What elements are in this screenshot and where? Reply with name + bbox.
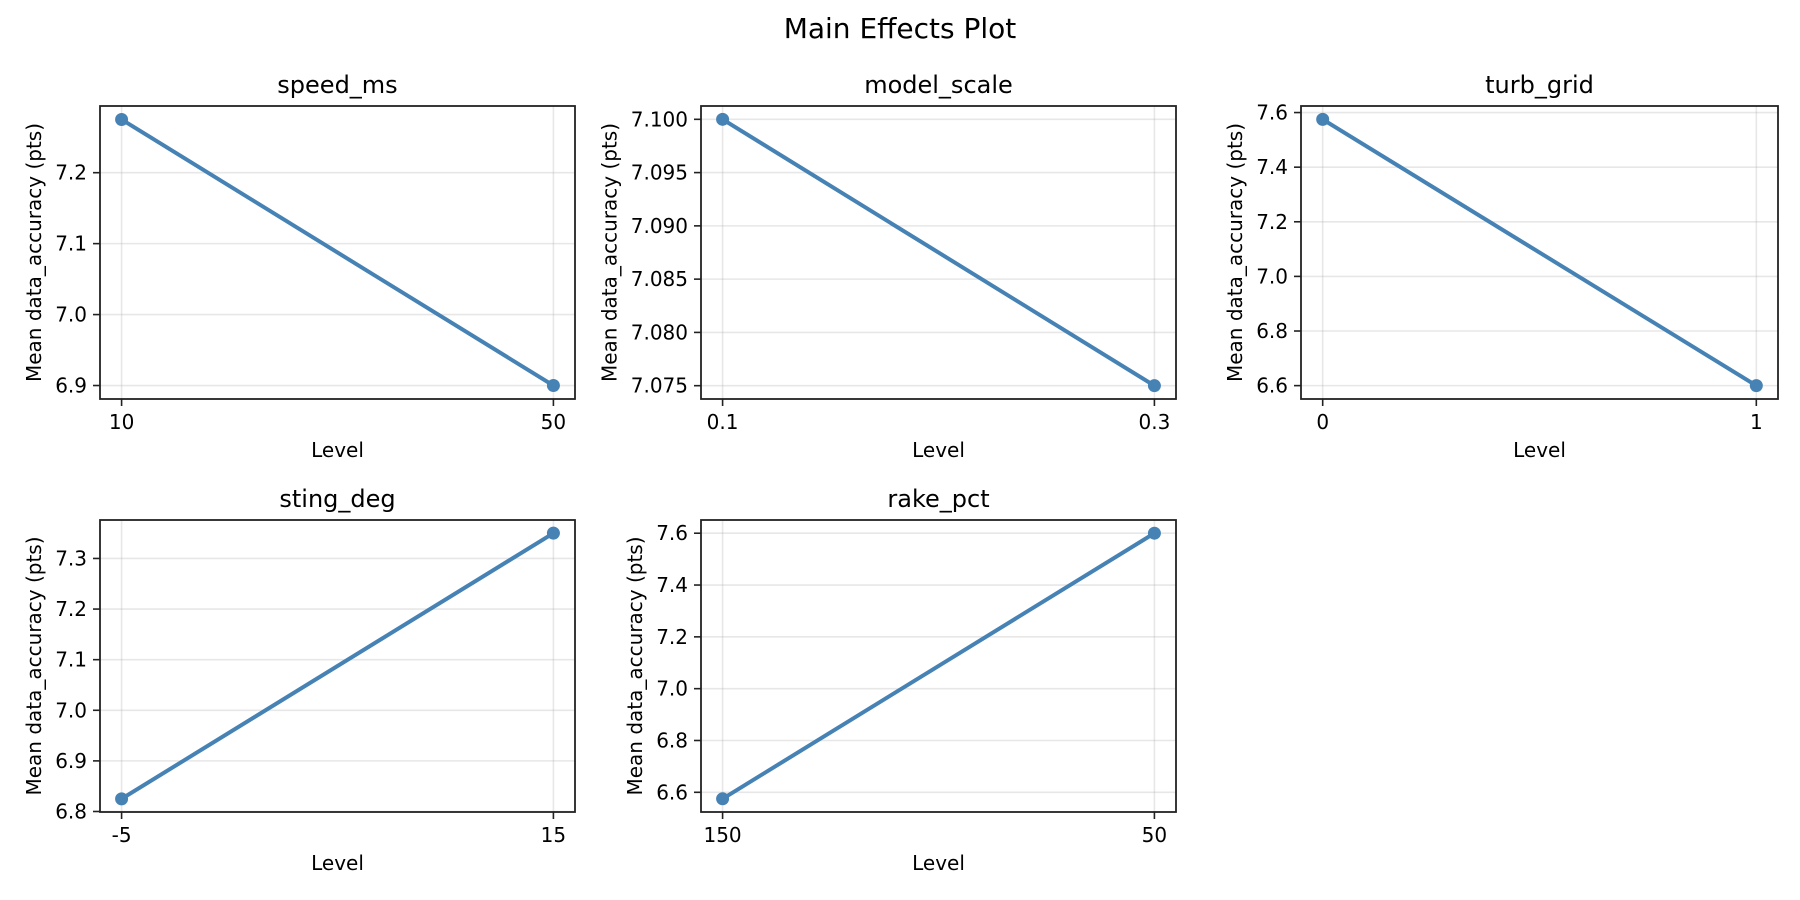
x-axis-label: Level [912,438,965,462]
subplot-turb_grid: 6.6 6.8 7.0 7.2 7.4 7.6 0 1 turb_grid Level Mean d… [1223,71,1779,462]
y-tick-label: 7.0 [656,677,688,701]
y-tick-label: 6.6 [656,780,688,804]
y-tick-label: 7.0 [55,698,87,722]
series-line [120,531,555,801]
y-tick-label: 7.1 [55,232,87,256]
x-tick-label: 10 [109,410,134,434]
series-line [721,531,1156,801]
y-axis-label: Mean data_accuracy (pts) [623,536,647,795]
y-tick-label: 7.090 [631,214,688,238]
y-tick-label: 7.100 [631,107,688,131]
series-line [721,117,1156,388]
y-tick-label: 7.4 [656,573,688,597]
y-tick-label: 7.1 [55,648,87,672]
x-tick-label: 0.1 [707,410,739,434]
x-axis-label: Level [1513,438,1566,462]
y-tick-label: 6.9 [55,749,87,773]
data-point [546,379,560,393]
data-point [716,112,730,126]
y-axis-label: Mean data_accuracy (pts) [1223,123,1247,382]
y-tick-label: 7.3 [55,546,87,570]
y-axis-label: Mean data_accuracy (pts) [22,123,46,382]
x-axis-label: Level [311,851,364,875]
data-point [1316,112,1330,126]
subplot-sting_deg: 6.8 6.9 7.0 7.1 7.2 7.3 -5 15 sting_deg Level Mean… [22,485,576,875]
axes-frame [700,519,1177,813]
y-tick-label: 6.9 [55,374,87,398]
subplot-title: rake_pct [887,485,989,513]
subplot-title: sting_deg [279,485,395,513]
series-line [120,117,555,388]
y-tick-label: 6.6 [1256,374,1288,398]
axes-frame [700,105,1177,400]
data-point [546,526,560,540]
subplot-rake_pct: 6.6 6.8 7.0 7.2 7.4 7.6 150 50 rake_pct Level Mean… [623,485,1177,875]
x-tick-label: -5 [112,823,132,847]
y-tick-label: 6.8 [1256,319,1288,343]
data-point [1147,526,1161,540]
data-point [115,112,129,126]
y-tick-label: 7.2 [656,625,688,649]
subplot-title: turb_grid [1485,71,1594,99]
x-axis-label: Level [912,851,965,875]
axes-frame [99,519,576,813]
y-tick-label: 7.6 [1256,101,1288,125]
y-tick-label: 7.2 [1256,210,1288,234]
y-tick-label: 7.6 [656,521,688,545]
data-point [1147,379,1161,393]
y-tick-label: 7.085 [631,267,688,291]
series-line [1321,117,1758,388]
subplot-model_scale: 7.075 7.080 7.085 7.090 7.095 7.100 0.1 0.3 mode… [598,71,1177,462]
data-point [115,792,129,806]
subplot-title: speed_ms [277,71,397,99]
data-point [716,792,730,806]
y-tick-label: 7.0 [55,303,87,327]
chart-title: Main Effects Plot [784,12,1017,45]
x-tick-label: 0.3 [1139,410,1171,434]
x-tick-label: 50 [541,410,566,434]
y-tick-label: 6.8 [656,728,688,752]
y-tick-label: 7.4 [1256,155,1288,179]
y-tick-label: 7.2 [55,597,87,621]
x-tick-label: 15 [541,823,566,847]
y-tick-label: 7.0 [1256,264,1288,288]
y-axis-label: Mean data_accuracy (pts) [598,123,622,382]
y-tick-label: 7.075 [631,374,688,398]
x-axis-label: Level [311,438,364,462]
y-tick-label: 7.095 [631,161,688,185]
subplot-speed_ms: 6.9 7.0 7.1 7.2 10 50 speed_ms Level Mean data_a… [22,71,576,462]
x-tick-label: 50 [1142,823,1167,847]
y-axis-label: Mean data_accuracy (pts) [22,536,46,795]
y-tick-label: 7.2 [55,161,87,185]
y-tick-label: 7.080 [631,320,688,344]
y-tick-label: 6.8 [55,799,87,823]
data-point [1749,379,1763,393]
axes-frame [1300,105,1779,400]
x-tick-label: 0 [1316,410,1329,434]
subplot-title: model_scale [864,71,1013,99]
x-tick-label: 150 [703,823,741,847]
x-tick-label: 1 [1750,410,1763,434]
axes-frame [99,105,576,400]
